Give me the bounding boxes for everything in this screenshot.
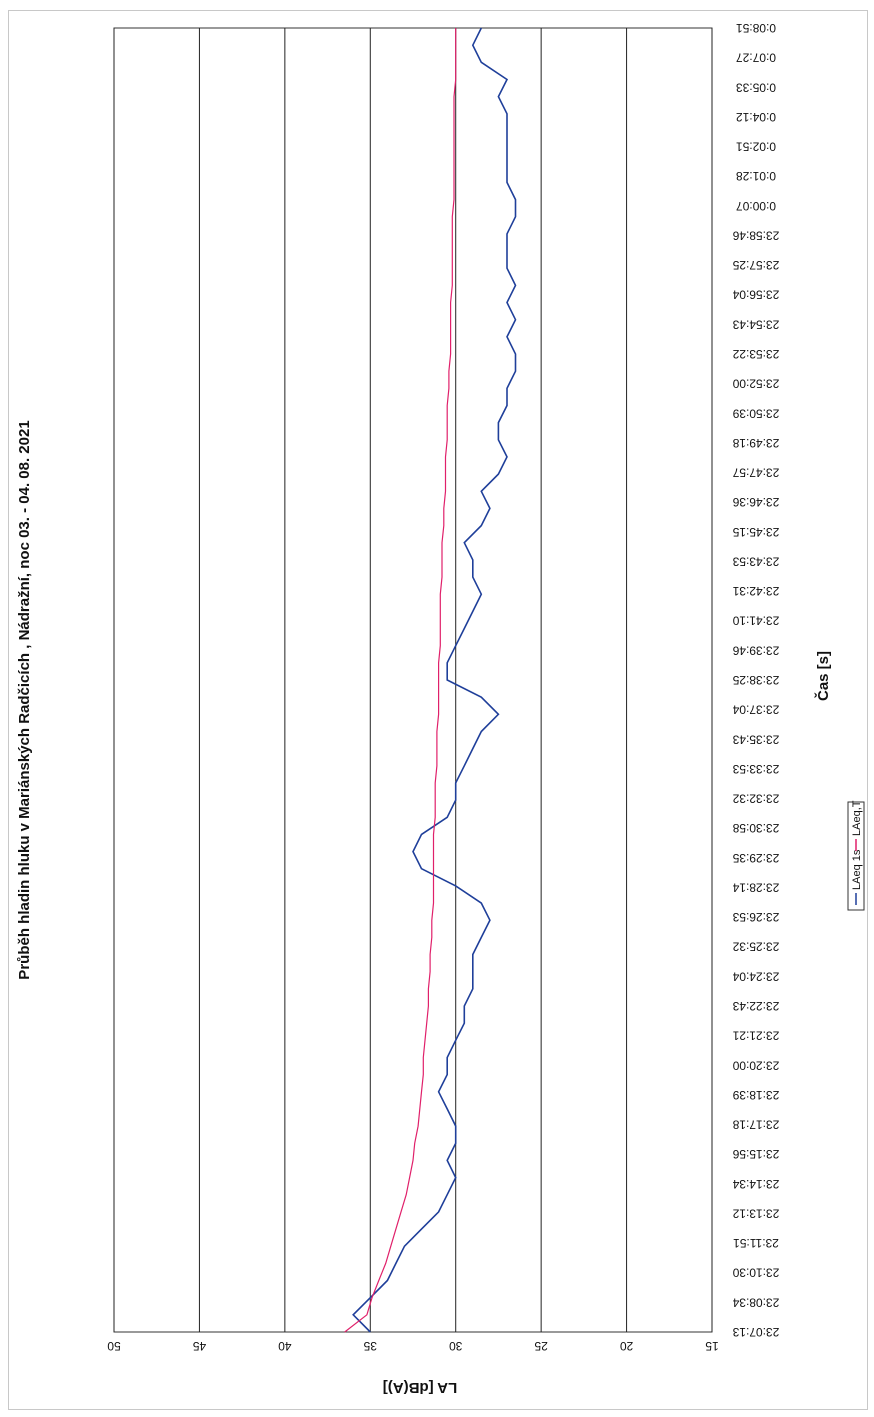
x-tick-label: 23:35:43 (732, 732, 779, 746)
x-tick-label: 23:11:51 (733, 1236, 779, 1250)
x-tick-label: 23:08:34 (732, 1295, 779, 1309)
x-tick-label: 23:29:35 (732, 851, 779, 865)
x-tick-label: 23:14:34 (732, 1177, 779, 1191)
y-tick-label: 45 (192, 1339, 206, 1353)
x-tick-label: 23:49:18 (732, 436, 779, 450)
x-tick-label: 23:58:46 (732, 228, 779, 242)
x-tick-label: 23:41:10 (732, 614, 779, 628)
x-tick-label: 23:20:00 (732, 1058, 779, 1072)
x-tick-label: 23:25:32 (732, 940, 779, 954)
x-tick-label: 23:10:30 (732, 1266, 779, 1280)
chart-frame (8, 10, 868, 1410)
x-tick-label: 23:17:18 (732, 1118, 779, 1132)
series-line-1 (344, 28, 457, 1333)
x-tick-label: 23:07:13 (732, 1325, 779, 1339)
x-tick-label: 23:13:12 (732, 1206, 779, 1220)
x-tick-label: 23:37:04 (732, 703, 779, 717)
x-tick-label: 23:54:43 (732, 317, 779, 331)
x-tick-label: 23:57:25 (732, 258, 779, 272)
x-tick-label: 23:56:04 (732, 288, 779, 302)
x-tick-label: 23:38:25 (732, 673, 779, 687)
x-tick-label: 23:46:36 (732, 495, 779, 509)
y-axis-label: LA [dB(A)] (383, 1379, 457, 1396)
x-tick-label: 23:21:21 (732, 1029, 779, 1043)
legend: LAeq 1s LAeq,T (847, 800, 865, 911)
x-axis-label: Čas [s] (814, 651, 832, 701)
x-tick-label: 0:04:12 (736, 110, 776, 124)
series-line-0 (352, 27, 517, 1333)
x-tick-label: 0:02:51 (736, 140, 776, 154)
x-tick-label: 23:15:56 (732, 1147, 779, 1161)
y-tick-label: 20 (620, 1339, 634, 1353)
x-tick-label: 23:50:39 (732, 406, 779, 420)
x-tick-label: 23:26:53 (732, 910, 779, 924)
x-tick-label: 23:18:39 (732, 1088, 779, 1102)
x-tick-label: 23:28:14 (732, 880, 779, 894)
legend-entry: LAeq,T (851, 800, 863, 836)
x-tick-label: 23:45:15 (732, 525, 779, 539)
x-tick-label: 23:22:43 (732, 999, 779, 1013)
x-tick-label: 0:00:07 (736, 199, 776, 213)
x-tick-label: 23:42:31 (732, 584, 779, 598)
y-tick-label: 25 (534, 1339, 548, 1353)
legend-entry: LAeq 1s (851, 849, 863, 890)
x-tick-label: 23:32:32 (732, 792, 779, 806)
x-tick-label: 23:39:46 (732, 643, 779, 657)
legend-box (847, 801, 865, 911)
x-tick-label: 23:30:58 (732, 821, 779, 835)
y-tick-label: 15 (705, 1339, 719, 1353)
chart-title: Průběh hladin hluku v Mariánských Radčic… (16, 420, 33, 979)
y-tick-label: 40 (278, 1339, 292, 1353)
y-tick-label: 50 (107, 1339, 121, 1353)
x-tick-label: 23:24:04 (732, 969, 779, 983)
x-tick-label: 0:07:27 (736, 51, 776, 65)
y-tick-label: 30 (449, 1339, 463, 1353)
x-tick-label: 23:33:53 (732, 762, 779, 776)
x-tick-label: 0:01:28 (736, 169, 776, 183)
y-tick-label: 35 (363, 1339, 377, 1353)
x-tick-label: 0:05:33 (736, 80, 776, 94)
x-tick-label: 23:53:22 (732, 347, 779, 361)
plot-area (113, 27, 713, 1333)
x-tick-label: 23:43:53 (732, 554, 779, 568)
x-tick-label: 23:52:00 (732, 377, 779, 391)
x-tick-label: 0:08:51 (736, 21, 776, 35)
x-tick-label: 23:47:57 (732, 466, 779, 480)
